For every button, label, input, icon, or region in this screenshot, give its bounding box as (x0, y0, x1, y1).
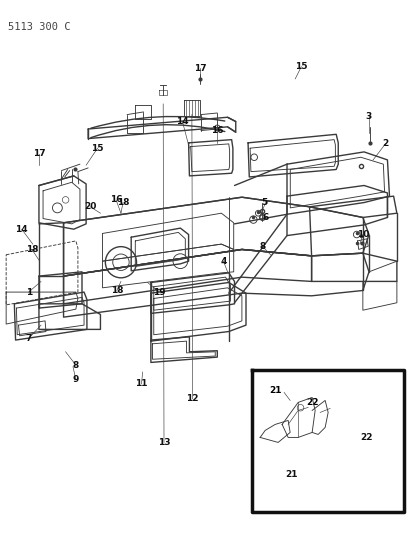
Text: 1: 1 (25, 288, 32, 296)
Text: 2: 2 (381, 140, 388, 148)
Text: 15: 15 (91, 144, 103, 152)
Text: 17: 17 (33, 149, 45, 158)
Text: 21: 21 (285, 470, 297, 479)
Text: 7: 7 (25, 334, 32, 343)
Text: 12: 12 (186, 394, 198, 403)
Text: 6: 6 (262, 213, 268, 222)
Text: 14: 14 (176, 117, 188, 126)
Text: 5113 300 C: 5113 300 C (8, 22, 70, 32)
Text: 13: 13 (157, 438, 170, 447)
Text: 5: 5 (261, 198, 267, 207)
Text: 22: 22 (360, 433, 372, 441)
Text: 20: 20 (84, 203, 96, 211)
Text: 22: 22 (306, 398, 318, 407)
Text: 17: 17 (193, 64, 206, 72)
Text: 8: 8 (258, 242, 265, 251)
Text: 19: 19 (153, 288, 165, 296)
Text: 14: 14 (16, 225, 28, 233)
Text: 16: 16 (211, 126, 223, 135)
Text: 15: 15 (294, 62, 307, 71)
Text: 3: 3 (365, 112, 371, 120)
Text: 16: 16 (110, 196, 122, 204)
Text: 9: 9 (72, 375, 79, 384)
Text: 10: 10 (356, 230, 368, 239)
Text: 4: 4 (220, 257, 226, 265)
Text: 11: 11 (135, 379, 147, 388)
Text: 21: 21 (269, 386, 281, 395)
Text: 18: 18 (110, 286, 123, 295)
Text: 8: 8 (72, 361, 79, 369)
Text: 18: 18 (26, 245, 38, 254)
Text: 18: 18 (117, 198, 129, 207)
